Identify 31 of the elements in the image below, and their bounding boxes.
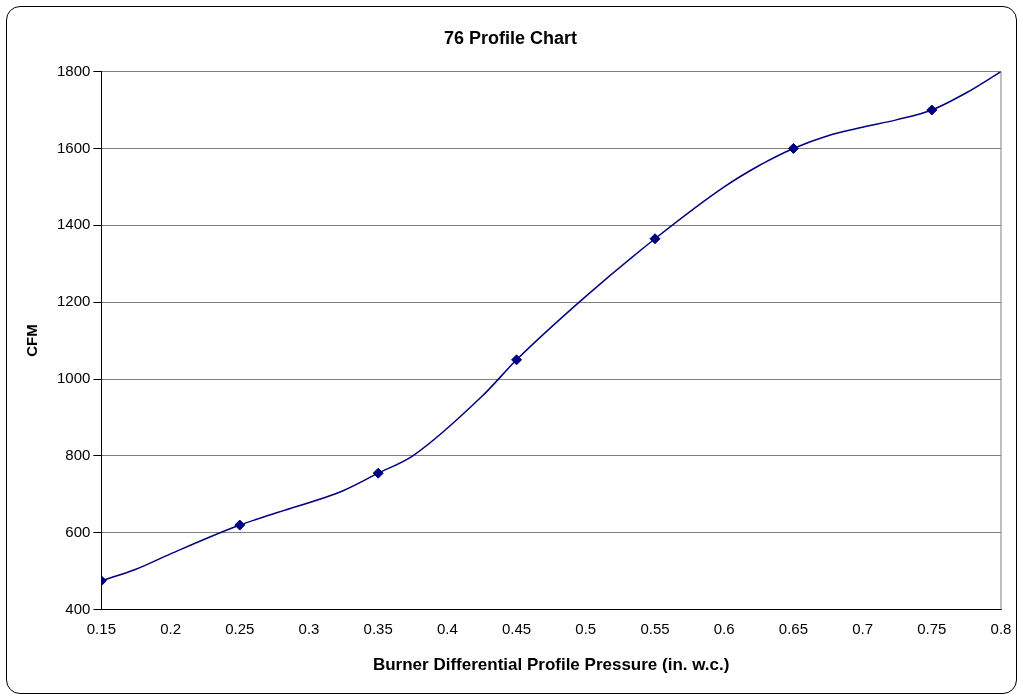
x-tick-label: 0.6: [713, 619, 735, 637]
point: [649, 233, 661, 245]
y-tick-label: 1200: [56, 292, 91, 310]
x-tick-label: 0.65: [778, 619, 808, 637]
chart-title: 76 Profile Chart: [443, 27, 578, 48]
y-tick-label: 800: [65, 446, 91, 464]
x-tick-label: 0.35: [363, 619, 393, 637]
y-tick-label: 1800: [56, 61, 91, 79]
x-tick-label: 0.8: [990, 619, 1012, 637]
y-tick-label: 1400: [56, 215, 91, 233]
x-tick-label: 0.7: [852, 619, 874, 637]
y-tick-label: 1600: [56, 138, 91, 156]
point: [926, 104, 938, 116]
x-tick-label: 0.25: [225, 619, 255, 637]
x-axis-title: Burner Differential Profile Pressure (in. w.c.): [372, 655, 730, 675]
y-axis-title: CFM: [23, 324, 41, 357]
point: [372, 467, 384, 479]
x-tick-label: 0.5: [575, 619, 597, 637]
x-tick-label: 0.4: [436, 619, 458, 637]
point: [787, 142, 799, 154]
y-tick-label: 600: [65, 522, 91, 540]
x-tick-label: 0.2: [160, 619, 181, 637]
x-tick-label: 0.45: [501, 619, 532, 637]
x-tick-label: 0.15: [86, 619, 116, 637]
y-tick-label: 400: [65, 599, 91, 617]
y-tick-label: 1000: [56, 369, 91, 387]
point: [234, 519, 246, 531]
x-tick-label: 0.75: [917, 619, 947, 637]
point: [511, 354, 523, 366]
x-tick-label: 0.55: [640, 619, 670, 637]
x-tick-label: 0.3: [298, 619, 320, 637]
